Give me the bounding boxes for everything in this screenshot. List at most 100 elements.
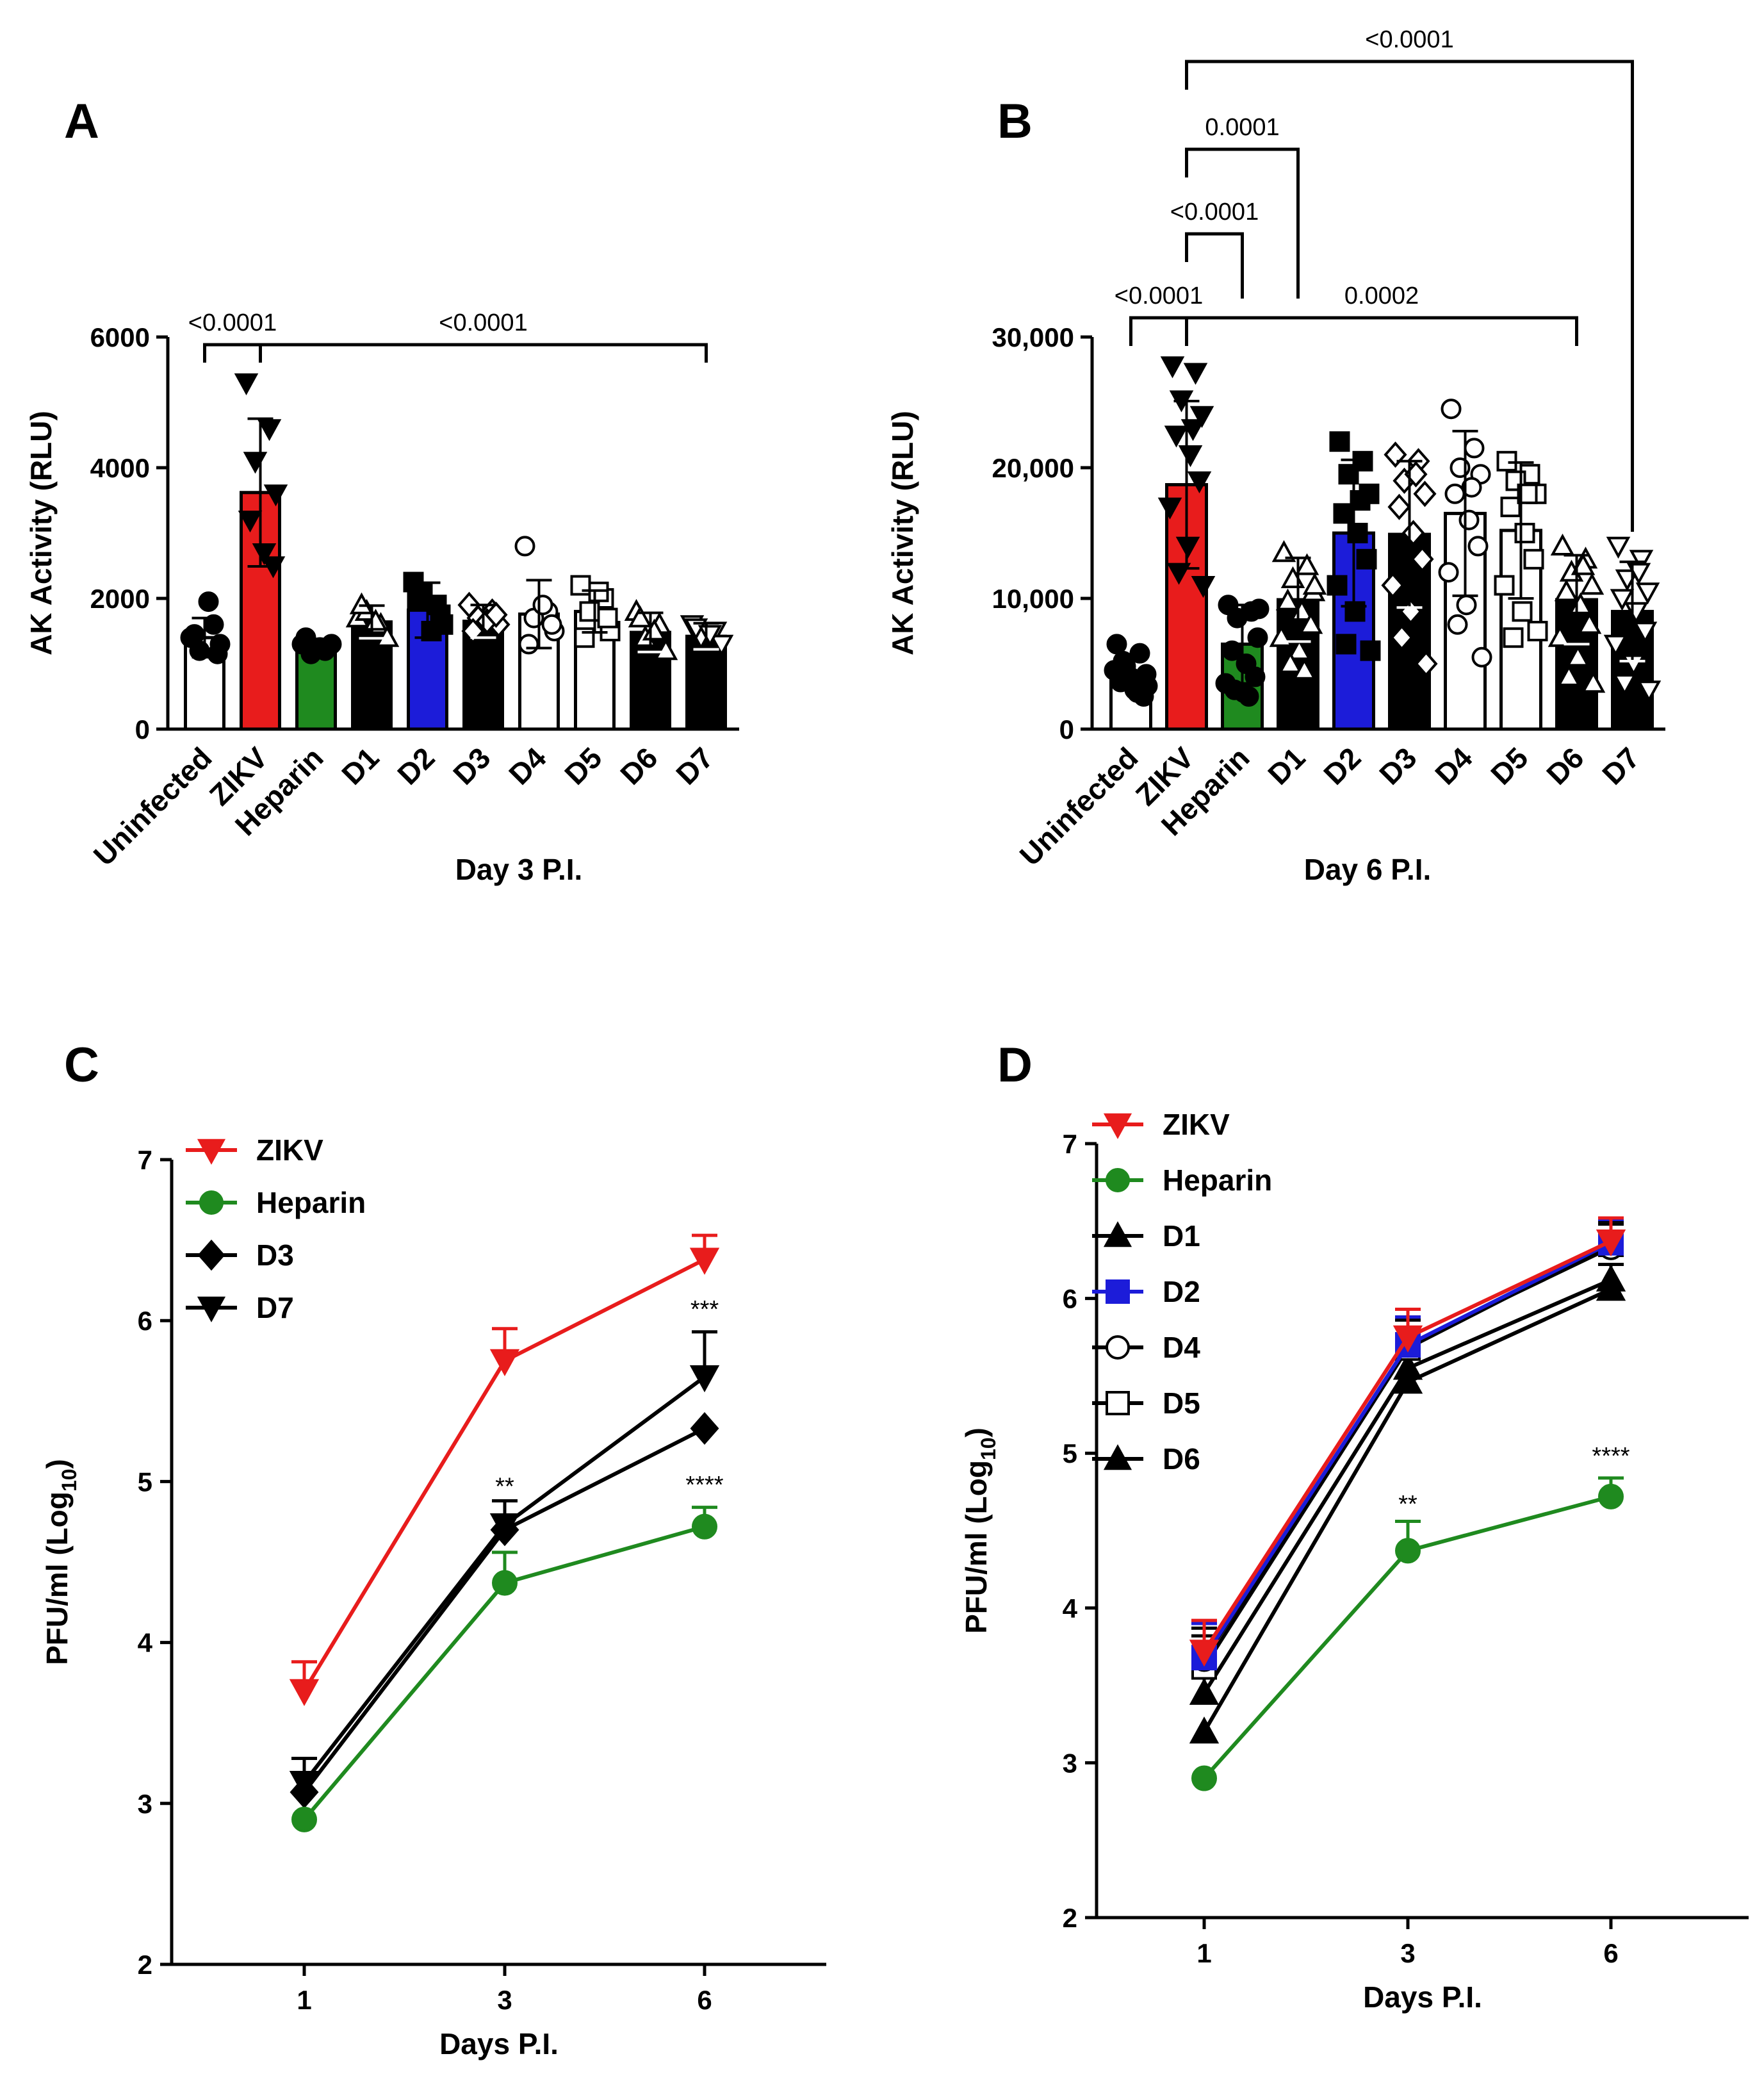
data-point [1500, 497, 1521, 518]
p-value-label: <0.0001 [439, 309, 527, 336]
data-point [1189, 1677, 1220, 1705]
legend-label: D2 [1163, 1275, 1200, 1308]
data-point [1523, 548, 1544, 570]
data-point [1335, 634, 1357, 655]
data-point [257, 419, 282, 441]
y-tick-label: 0 [1059, 714, 1074, 744]
data-point [689, 1365, 720, 1393]
data-point [184, 624, 205, 645]
data-point [1187, 471, 1212, 493]
panel-letter-b: B [997, 94, 1033, 149]
y-tick-label: 2 [1063, 1903, 1077, 1933]
data-point [541, 614, 562, 635]
data-point [375, 625, 400, 647]
y-axis-title: PFU/ml (Log10) [40, 1459, 81, 1665]
y-tick-label: 7 [138, 1145, 152, 1175]
data-point [1221, 640, 1243, 661]
x-tick-label: D6 [1540, 741, 1590, 791]
y-tick-label: 30,000 [992, 322, 1074, 352]
x-tick-label: D5 [1484, 741, 1534, 791]
y-tick-label: 2000 [90, 584, 150, 614]
x-tick-label: D2 [391, 741, 441, 791]
significance-stars: ** [1398, 1491, 1417, 1518]
p-value-label: 0.0002 [1344, 283, 1419, 309]
legend-label: ZIKV [256, 1133, 323, 1167]
data-point [1298, 612, 1323, 634]
data-point [289, 1679, 320, 1706]
data-point [1550, 533, 1575, 555]
y-tick-label: 6000 [90, 322, 150, 352]
data-point [291, 1806, 317, 1832]
data-point [1548, 625, 1572, 647]
data-point [689, 1247, 720, 1275]
data-point [692, 1513, 717, 1540]
data-point [1438, 562, 1459, 583]
x-tick-label: 1 [297, 1985, 311, 2015]
panel-c: C 2 3 4 5 6 7 1 3 6 Days P.I. PFU/ml (Log10) ZIKV He… [40, 1038, 826, 2060]
data-point [1598, 1483, 1624, 1509]
data-point [207, 643, 228, 664]
x-tick-label: D7 [669, 741, 719, 791]
data-point [1410, 546, 1434, 573]
data-point [1294, 553, 1319, 575]
y-axis-title: PFU/ml (Log10) [960, 1427, 1000, 1634]
legend-marker [1106, 1168, 1130, 1192]
x-tick-label: 1 [1196, 1938, 1211, 1968]
data-point [1287, 638, 1312, 661]
data-point [1596, 1229, 1626, 1257]
p-value-label: <0.0001 [1365, 26, 1453, 53]
significance-stars: ** [495, 1473, 514, 1500]
data-point [1191, 1765, 1217, 1791]
data-point [1333, 503, 1354, 524]
legend-marker [1103, 1444, 1132, 1470]
data-point [1458, 509, 1480, 530]
panel-letter-d: D [997, 1038, 1033, 1092]
panel-a: A 0 2000 4000 6000 AK Activity (RLU) Uninfect… [24, 94, 739, 886]
data-point [1271, 540, 1296, 563]
data-point [1461, 477, 1482, 498]
data-point [1527, 621, 1548, 641]
data-point [1106, 634, 1127, 655]
data-point [1456, 595, 1477, 616]
data-point [290, 1775, 319, 1809]
data-point [1157, 497, 1182, 520]
data-point [518, 634, 539, 655]
y-tick-label: 20,000 [992, 453, 1074, 483]
legend-marker [1106, 1335, 1130, 1360]
legend-marker [1106, 1391, 1130, 1415]
data-point [1444, 483, 1466, 504]
data-point [1245, 666, 1266, 687]
data-point [1392, 1325, 1423, 1353]
data-point [1384, 441, 1407, 468]
data-point [1565, 645, 1590, 667]
data-point [690, 1411, 719, 1445]
x-tick-label: D1 [1261, 741, 1311, 791]
y-tick-label: 4000 [90, 453, 150, 483]
data-point [489, 1349, 520, 1376]
significance-stars: *** [690, 1296, 719, 1323]
data-point [1596, 1274, 1626, 1301]
data-point [198, 591, 219, 613]
significance-bracket [1129, 316, 1188, 346]
panel-letter-a: A [64, 94, 99, 149]
data-point [1275, 588, 1300, 611]
data-point [1387, 493, 1411, 520]
data-point [234, 373, 259, 395]
x-tick-label: 3 [497, 1985, 512, 2015]
data-point [1447, 614, 1468, 635]
data-point [653, 638, 678, 661]
data-point [514, 536, 535, 557]
data-point [1360, 640, 1381, 661]
p-value-label: <0.0001 [1115, 283, 1203, 309]
x-tick-label: D3 [446, 741, 496, 791]
data-point [1356, 548, 1377, 570]
x-tick-label: Uninfected [1013, 741, 1145, 872]
legend-label: D6 [1163, 1442, 1200, 1476]
x-axis-title: Days P.I. [439, 2027, 559, 2060]
y-tick-label: 3 [1063, 1748, 1077, 1778]
data-point [1160, 356, 1185, 379]
y-tick-label: 5 [1063, 1438, 1077, 1468]
data-point [1494, 575, 1515, 596]
data-point [1464, 438, 1485, 459]
